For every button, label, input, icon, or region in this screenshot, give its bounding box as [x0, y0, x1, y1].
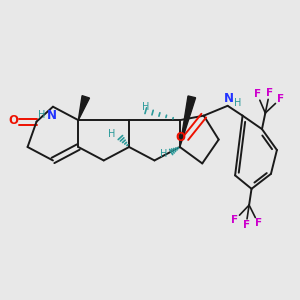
- Text: F: F: [255, 218, 262, 228]
- Text: H: H: [108, 129, 116, 139]
- Text: F: F: [277, 94, 284, 104]
- Polygon shape: [180, 96, 196, 147]
- Text: H: H: [160, 149, 167, 160]
- Text: O: O: [176, 131, 185, 144]
- Text: F: F: [254, 89, 261, 99]
- Text: H: H: [142, 102, 149, 112]
- Text: H: H: [233, 98, 241, 108]
- Text: O: O: [8, 114, 18, 127]
- Text: N: N: [224, 92, 234, 105]
- Text: H: H: [38, 110, 45, 120]
- Text: N: N: [46, 109, 56, 122]
- Polygon shape: [78, 96, 89, 120]
- Text: F: F: [266, 88, 273, 98]
- Text: F: F: [231, 215, 239, 225]
- Text: F: F: [242, 220, 250, 230]
